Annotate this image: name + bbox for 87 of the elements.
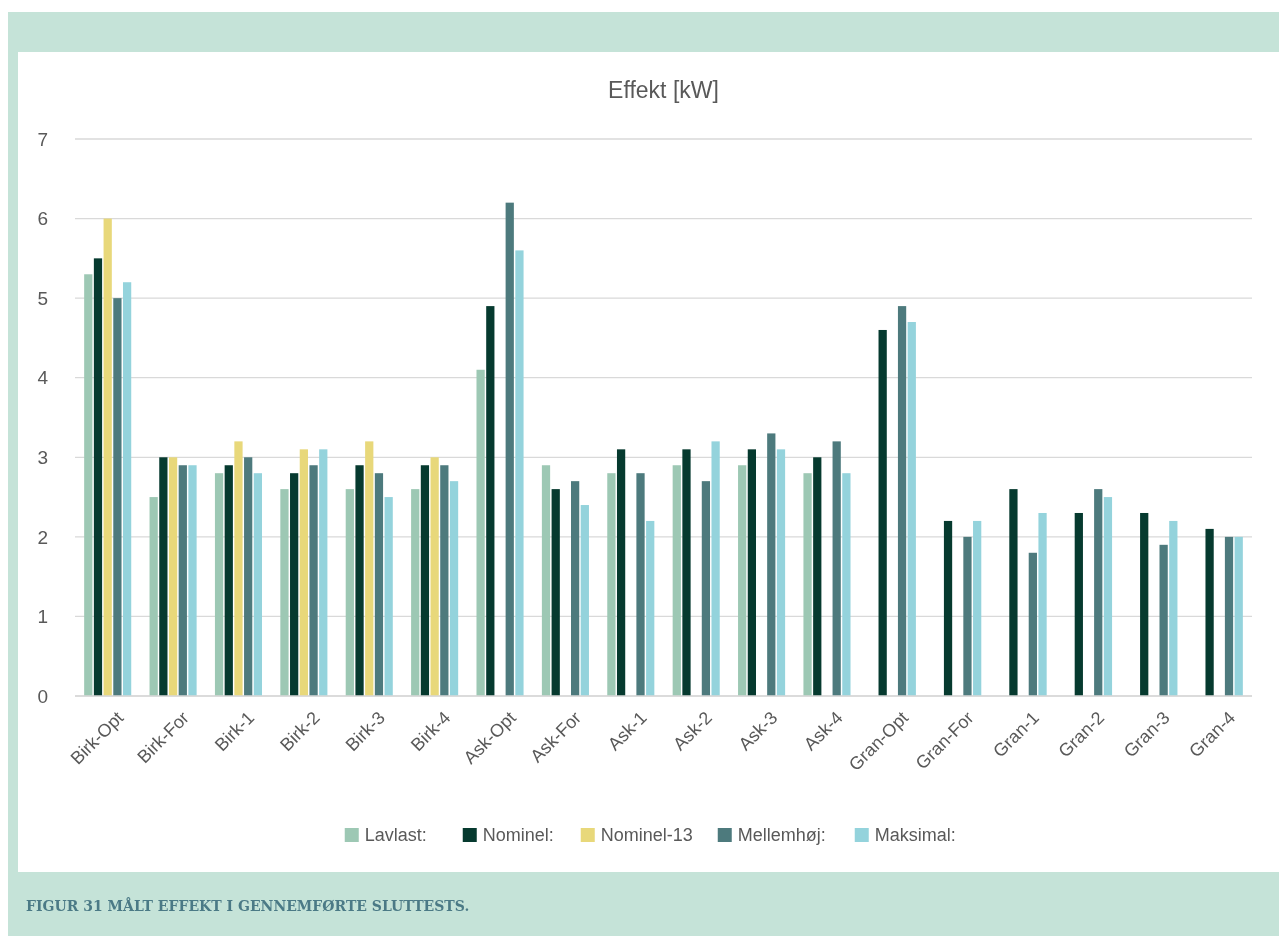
bar (103, 218, 112, 696)
bar (440, 465, 449, 696)
bar (1234, 536, 1243, 696)
bar (1094, 489, 1103, 696)
bar (701, 481, 711, 696)
bar (646, 520, 655, 696)
bar (607, 473, 616, 696)
bar (813, 457, 822, 696)
bar (580, 505, 589, 696)
legend-label: Maksimal: (874, 825, 956, 846)
bar (430, 457, 439, 696)
bar (355, 465, 364, 696)
bar (515, 250, 524, 696)
bar (149, 497, 158, 696)
bar (178, 465, 187, 696)
bar (1169, 520, 1178, 696)
bar (842, 473, 851, 696)
bar (767, 433, 776, 696)
legend-label: Nominel: (482, 825, 554, 846)
y-tick-label: 0 (37, 685, 48, 707)
bar (374, 473, 384, 696)
bar (1103, 497, 1113, 696)
bar (672, 465, 681, 696)
legend-label: Mellemhøj: (737, 825, 826, 846)
bar (168, 457, 178, 696)
bar (122, 282, 132, 696)
bar (973, 520, 982, 696)
bar (738, 465, 747, 696)
bar (682, 449, 691, 696)
bar (505, 202, 514, 696)
chart-title: Effekt [kW] (608, 77, 719, 103)
y-tick-label: 3 (37, 446, 48, 468)
bar (747, 449, 756, 696)
bar (878, 329, 887, 696)
bar (803, 473, 812, 696)
bar (188, 465, 197, 696)
bar (832, 441, 841, 696)
bar (486, 306, 495, 696)
y-tick-label: 7 (37, 128, 48, 150)
bar (244, 457, 253, 696)
bar (420, 465, 430, 696)
bar (411, 489, 420, 696)
bar (234, 441, 243, 696)
bar (551, 489, 560, 696)
bar (541, 465, 551, 696)
bar (571, 481, 580, 696)
bar (1205, 528, 1214, 696)
bar (93, 258, 103, 696)
bar (1074, 512, 1083, 696)
y-tick-label: 4 (37, 367, 49, 389)
bar (963, 536, 972, 696)
bar (384, 497, 393, 696)
text: FIGUR 31 MÅLT EFFEKT I GENNEMFØRTE SLUTTESTS. (26, 896, 470, 914)
bar (290, 473, 299, 696)
bar (253, 473, 263, 696)
bar (1224, 536, 1234, 696)
bar (299, 449, 308, 696)
bar (1159, 544, 1168, 696)
bar (897, 306, 907, 696)
y-tick-label: 5 (37, 287, 48, 309)
bar (345, 489, 354, 696)
bar (1038, 512, 1047, 696)
bar (616, 449, 626, 696)
bar (776, 449, 786, 696)
bar (943, 520, 953, 696)
bar (84, 274, 93, 696)
bar (907, 322, 916, 696)
bar (309, 465, 318, 696)
legend-label: Nominel-13 (600, 825, 693, 846)
bar (711, 441, 720, 696)
bar (476, 369, 485, 696)
bar (1140, 512, 1149, 696)
bar (224, 465, 233, 696)
bar (280, 489, 289, 696)
legend-label: Lavlast: (364, 825, 427, 846)
y-tick-label: 1 (37, 606, 48, 628)
bar (636, 473, 645, 696)
bar (319, 449, 328, 696)
bar (365, 441, 374, 696)
y-tick-label: 2 (37, 526, 48, 548)
bar (1009, 489, 1018, 696)
bar (1028, 552, 1037, 696)
bar (449, 481, 459, 696)
y-tick-label: 6 (37, 208, 48, 230)
bar (113, 298, 122, 696)
bar (214, 473, 224, 696)
bar (159, 457, 168, 696)
